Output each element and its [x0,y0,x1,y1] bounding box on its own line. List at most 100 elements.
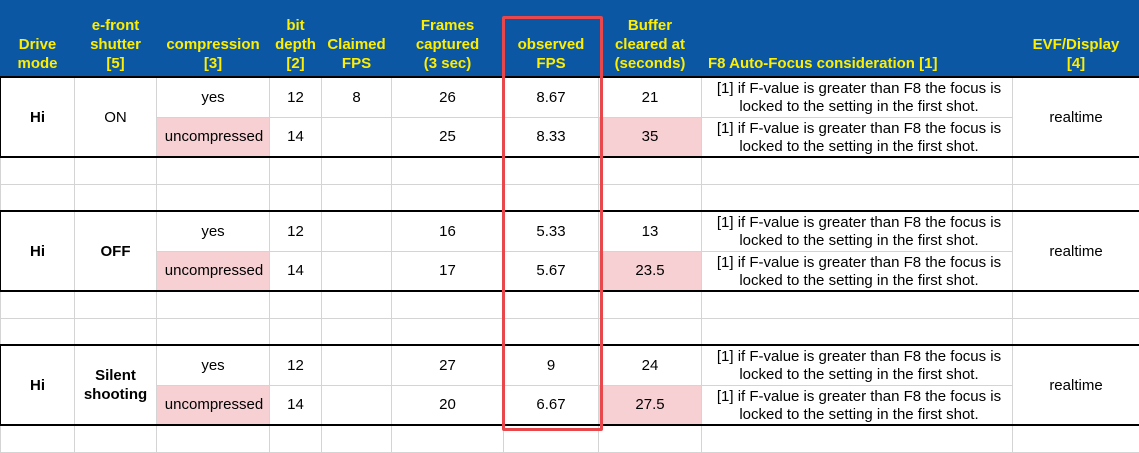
cell-frames[interactable]: 27 [392,345,504,385]
empty-cell[interactable] [322,291,392,318]
empty-cell[interactable] [599,291,702,318]
empty-cell[interactable] [392,291,504,318]
cell-observed-fps[interactable]: 6.67 [504,385,599,425]
empty-cell[interactable] [75,318,157,345]
empty-cell[interactable] [504,425,599,452]
cell-buffer[interactable]: 21 [599,77,702,117]
cell-compression[interactable]: uncompressed [157,251,270,291]
cell-compression[interactable]: yes [157,77,270,117]
header-compression[interactable]: compression[3] [157,1,270,78]
header-evf-display[interactable]: EVF/Display[4] [1013,1,1139,78]
empty-cell[interactable] [270,318,322,345]
empty-cell[interactable] [270,425,322,452]
empty-cell[interactable] [702,157,1013,184]
empty-cell[interactable] [702,425,1013,452]
empty-cell[interactable] [599,318,702,345]
cell-note[interactable]: [1] if F-value is greater than F8 the fo… [702,77,1013,117]
cell-compression[interactable]: uncompressed [157,117,270,157]
cell-drive-mode[interactable]: Hi [1,77,75,157]
empty-cell[interactable] [702,184,1013,211]
empty-cell[interactable] [1013,157,1139,184]
empty-cell[interactable] [1013,425,1139,452]
empty-cell[interactable] [157,157,270,184]
cell-shutter[interactable]: Silent shooting [75,345,157,425]
empty-cell[interactable] [702,318,1013,345]
empty-cell[interactable] [270,157,322,184]
empty-cell[interactable] [1,318,75,345]
cell-claimed-fps[interactable] [322,385,392,425]
empty-cell[interactable] [599,157,702,184]
cell-frames[interactable]: 16 [392,211,504,251]
cell-claimed-fps[interactable] [322,117,392,157]
cell-buffer[interactable]: 27.5 [599,385,702,425]
cell-drive-mode[interactable]: Hi [1,211,75,291]
cell-note[interactable]: [1] if F-value is greater than F8 the fo… [702,211,1013,251]
empty-cell[interactable] [270,184,322,211]
empty-cell[interactable] [322,157,392,184]
cell-note[interactable]: [1] if F-value is greater than F8 the fo… [702,385,1013,425]
empty-cell[interactable] [75,291,157,318]
empty-cell[interactable] [322,184,392,211]
empty-cell[interactable] [322,425,392,452]
empty-cell[interactable] [1,157,75,184]
cell-compression[interactable]: yes [157,211,270,251]
empty-cell[interactable] [322,318,392,345]
cell-bit-depth[interactable]: 14 [270,385,322,425]
empty-cell[interactable] [1013,318,1139,345]
empty-cell[interactable] [1013,291,1139,318]
empty-cell[interactable] [392,318,504,345]
empty-cell[interactable] [504,184,599,211]
empty-cell[interactable] [270,291,322,318]
empty-cell[interactable] [392,425,504,452]
empty-cell[interactable] [75,157,157,184]
empty-cell[interactable] [1,291,75,318]
cell-shutter[interactable]: OFF [75,211,157,291]
empty-cell[interactable] [157,291,270,318]
cell-note[interactable]: [1] if F-value is greater than F8 the fo… [702,345,1013,385]
empty-cell[interactable] [75,425,157,452]
cell-observed-fps[interactable]: 8.33 [504,117,599,157]
cell-frames[interactable]: 20 [392,385,504,425]
empty-cell[interactable] [1013,184,1139,211]
empty-cell[interactable] [157,184,270,211]
cell-buffer[interactable]: 24 [599,345,702,385]
empty-cell[interactable] [599,184,702,211]
cell-frames[interactable]: 26 [392,77,504,117]
header-af-consideration[interactable]: F8 Auto-Focus consideration [1] [702,1,1013,78]
empty-cell[interactable] [702,291,1013,318]
cell-bit-depth[interactable]: 12 [270,211,322,251]
empty-cell[interactable] [392,157,504,184]
cell-display[interactable]: realtime [1013,345,1139,425]
empty-cell[interactable] [599,425,702,452]
cell-observed-fps[interactable]: 9 [504,345,599,385]
cell-buffer[interactable]: 35 [599,117,702,157]
cell-note[interactable]: [1] if F-value is greater than F8 the fo… [702,251,1013,291]
cell-frames[interactable]: 17 [392,251,504,291]
cell-drive-mode[interactable]: Hi [1,345,75,425]
cell-observed-fps[interactable]: 8.67 [504,77,599,117]
cell-observed-fps[interactable]: 5.67 [504,251,599,291]
cell-buffer[interactable]: 23.5 [599,251,702,291]
cell-claimed-fps[interactable] [322,251,392,291]
cell-claimed-fps[interactable] [322,345,392,385]
cell-claimed-fps[interactable] [322,211,392,251]
cell-bit-depth[interactable]: 12 [270,345,322,385]
cell-display[interactable]: realtime [1013,211,1139,291]
cell-display[interactable]: realtime [1013,77,1139,157]
empty-cell[interactable] [157,425,270,452]
empty-cell[interactable] [157,318,270,345]
empty-cell[interactable] [75,184,157,211]
empty-cell[interactable] [392,184,504,211]
empty-cell[interactable] [1,184,75,211]
empty-cell[interactable] [1,425,75,452]
cell-bit-depth[interactable]: 14 [270,117,322,157]
cell-compression[interactable]: yes [157,345,270,385]
empty-cell[interactable] [504,318,599,345]
